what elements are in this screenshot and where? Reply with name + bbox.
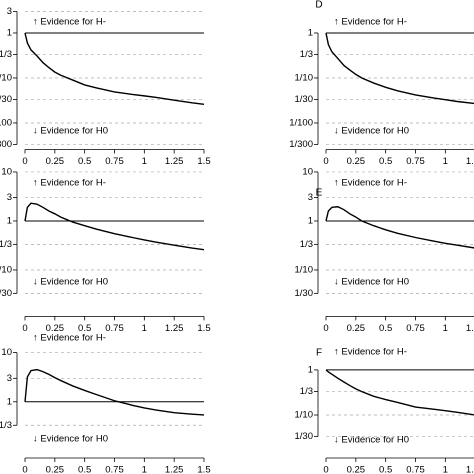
y-tick-label: 1/30 [0,288,12,299]
x-tick-label: 0 [323,156,328,167]
y-tick-label: 1/3 [300,386,313,397]
annotation-h0: ↓ Evidence for H0 [33,434,108,445]
x-tick-label: 0.5 [78,465,91,474]
x-tick-label: 1 [443,156,448,167]
y-tick-label: 1/300 [0,139,12,150]
y-tick-label: 1 [308,215,313,226]
y-tick-label: 1/10 [295,264,314,275]
y-tick-label: 1/30 [295,94,314,105]
x-tick-label: 0.25 [347,465,366,474]
x-tick-label: 0.75 [105,156,124,167]
annotation-h-minus: ↑ Evidence for H- [33,333,106,344]
y-tick-label: 1 [7,27,12,38]
x-tick-label: 1 [142,156,147,167]
x-tick-label: 0 [22,156,27,167]
x-tick-label: 0.75 [406,323,425,334]
y-tick-label: 1/10 [295,72,314,83]
y-tick-label: 1/30 [295,288,314,299]
annotation-h0: ↓ Evidence for H0 [33,277,108,288]
x-tick-label: 0.25 [46,323,65,334]
y-tick-label: 1/30 [0,94,12,105]
x-tick-label: 0.5 [379,156,392,167]
x-tick-label: 0.75 [105,465,124,474]
x-tick-label: 0 [22,465,27,474]
x-tick-label: 1 [142,323,147,334]
x-tick-label: 0.25 [347,323,366,334]
y-tick-label: 1/300 [289,139,313,150]
x-tick-label: 1.25 [165,156,184,167]
x-tick-label: 1.25 [466,465,474,474]
annotation-h0: ↓ Evidence for H0 [334,435,409,446]
bayes-factor-line [325,369,474,416]
bayes-factor-line [24,32,205,105]
y-tick-label: 1/3 [0,49,12,60]
x-tick-label: 0.25 [46,156,65,167]
bayes-factor-line [24,368,205,416]
bayes-factor-line [325,32,474,105]
x-tick-label: 0 [323,323,328,334]
x-tick-label: 0.25 [347,156,366,167]
annotation-h-minus: ↑ Evidence for H- [334,178,407,189]
y-tick-label: 1/100 [0,117,12,128]
y-tick-label: 1/30 [295,431,314,442]
panel-label: E [316,188,323,199]
x-tick-label: 1.25 [466,156,474,167]
y-tick-label: 3 [7,6,12,17]
x-tick-label: 1 [443,323,448,334]
annotation-h-minus: ↑ Evidence for H- [334,17,407,28]
annotation-h0: ↓ Evidence for H0 [334,277,409,288]
y-tick-label: 1 [7,215,12,226]
y-tick-label: 1/3 [300,239,313,250]
x-tick-label: 1.5 [197,323,210,334]
annotation-h-minus: ↑ Evidence for H- [334,347,407,358]
y-tick-label: 1/10 [295,410,314,421]
y-tick-label: 1 [7,396,12,407]
y-tick-label: 1 [308,364,313,375]
x-tick-label: 0.75 [406,156,425,167]
x-tick-label: 0 [22,323,27,334]
x-tick-label: 0.5 [379,465,392,474]
x-tick-label: 1.5 [197,465,210,474]
bayes-factor-line [24,202,205,251]
y-tick-label: 10 [302,166,313,177]
y-tick-label: 1/10 [0,264,12,275]
y-tick-label: 1/10 [0,72,12,83]
x-tick-label: 0.75 [406,465,425,474]
x-tick-label: 1.5 [197,156,210,167]
annotation-h0: ↓ Evidence for H0 [33,126,108,137]
y-tick-label: 10 [1,166,12,177]
x-tick-label: 1 [142,465,147,474]
x-tick-label: 0 [323,465,328,474]
x-tick-label: 0.5 [78,156,91,167]
y-tick-label: 1/3 [0,420,12,431]
y-tick-label: 3 [7,192,12,203]
y-tick-label: 1/3 [300,49,313,60]
x-tick-label: 0.75 [105,323,124,334]
y-tick-label: 1/100 [289,117,313,128]
x-tick-label: 1 [443,465,448,474]
x-tick-label: 1.25 [165,465,184,474]
x-tick-label: 0.25 [46,465,65,474]
y-tick-label: 3 [7,373,12,384]
x-tick-label: 0.5 [379,323,392,334]
bayes-factor-line [325,206,474,249]
panel-label: F [316,348,322,359]
y-tick-label: 10 [1,347,12,358]
panel-label: D [315,0,322,11]
y-tick-label: 1 [308,27,313,38]
x-tick-label: 0.5 [78,323,91,334]
y-tick-label: 3 [308,192,313,203]
x-tick-label: 1.25 [165,323,184,334]
y-tick-label: 1/3 [0,239,12,250]
annotation-h-minus: ↑ Evidence for H- [33,17,106,28]
annotation-h0: ↓ Evidence for H0 [334,126,409,137]
annotation-h-minus: ↑ Evidence for H- [33,178,106,189]
x-tick-label: 1.25 [466,323,474,334]
